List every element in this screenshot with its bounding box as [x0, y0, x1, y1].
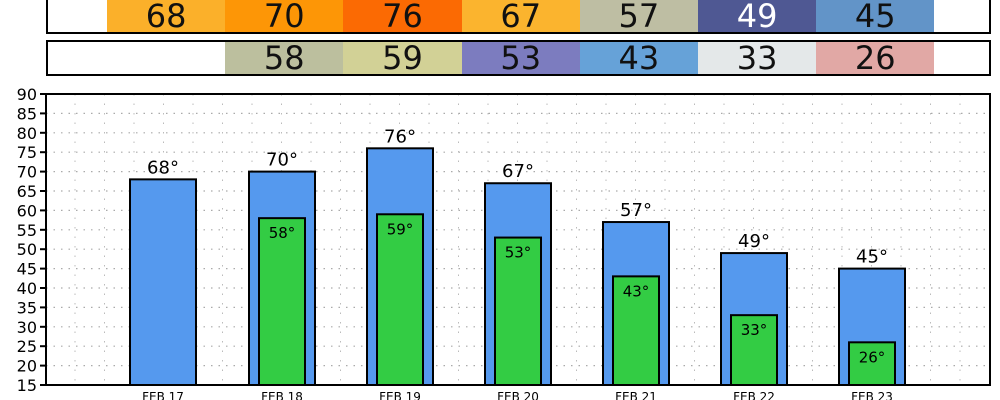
high-temp-label: 57°: [620, 200, 652, 221]
daily-low-strip: 58 59 53 43 33 26: [46, 39, 991, 77]
low-temp-label: 53°: [505, 244, 532, 262]
low-temp-bar: [376, 213, 424, 386]
y-tick-label: 45: [17, 260, 37, 279]
y-tick-label: 55: [17, 221, 37, 240]
y-tick-label: 20: [17, 357, 37, 376]
low-temp-label: 33°: [741, 321, 768, 339]
daily-high-strip: 68 70 76 67 57 49 45: [46, 0, 991, 35]
y-tick-label: 90: [17, 85, 37, 104]
low-temp-label: 26°: [859, 348, 886, 366]
low-cell: 53: [461, 39, 580, 77]
y-tick-label: 50: [17, 240, 37, 259]
high-cell: 68: [107, 0, 226, 35]
y-tick-label: 35: [17, 298, 37, 317]
high-temp-label: 49°: [738, 231, 770, 252]
x-tick-label: FEB 17: [142, 390, 184, 400]
x-tick-label: FEB 20: [497, 390, 539, 400]
high-temp-label: 76°: [384, 126, 416, 147]
temperature-bar-chart: 68° 70° 76° 67° 57° 49° 45° 58° 59° 53° 43° 33° 26° 1…: [17, 85, 991, 400]
y-tick-label: 65: [17, 182, 37, 201]
high-cell: 49: [698, 0, 817, 35]
high-cell: 57: [579, 0, 698, 35]
y-tick-label: 85: [17, 104, 37, 123]
low-cell: 26: [816, 39, 935, 77]
y-tick-label: 40: [17, 279, 37, 298]
high-temp-label: 70°: [266, 150, 298, 171]
low-temp-bar: [258, 217, 306, 386]
x-tick-label: FEB 18: [261, 390, 303, 400]
y-tick-label: 75: [17, 143, 37, 162]
low-temp-label: 43°: [623, 282, 650, 300]
y-tick-label: 80: [17, 124, 37, 143]
y-tick-label: 15: [17, 376, 37, 395]
plot-frame: [45, 93, 991, 386]
high-cell: 76: [343, 0, 462, 35]
x-tick-label: FEB 23: [851, 390, 893, 400]
y-tick-label: 25: [17, 337, 37, 356]
low-cell: 59: [343, 39, 462, 77]
high-cell: 70: [225, 0, 344, 35]
low-cell: 43: [579, 39, 698, 77]
x-tick-label: FEB 19: [379, 390, 421, 400]
x-tick-label: FEB 22: [733, 390, 775, 400]
low-cell: [107, 42, 226, 74]
low-cell: 58: [225, 39, 344, 77]
high-cell: 45: [816, 0, 935, 35]
high-temp-label: 45°: [856, 247, 888, 268]
y-tick-label: 70: [17, 163, 37, 182]
low-cell: 33: [698, 39, 817, 77]
y-tick-label: 60: [17, 201, 37, 220]
low-temp-label: 58°: [269, 224, 296, 242]
high-temp-label: 68°: [147, 157, 179, 178]
high-cell: 67: [461, 0, 580, 35]
high-temp-label: 67°: [502, 161, 534, 182]
high-temp-bar: [129, 178, 197, 386]
y-tick-label: 30: [17, 318, 37, 337]
low-temp-label: 59°: [387, 220, 414, 238]
x-tick-label: FEB 21: [615, 390, 657, 400]
